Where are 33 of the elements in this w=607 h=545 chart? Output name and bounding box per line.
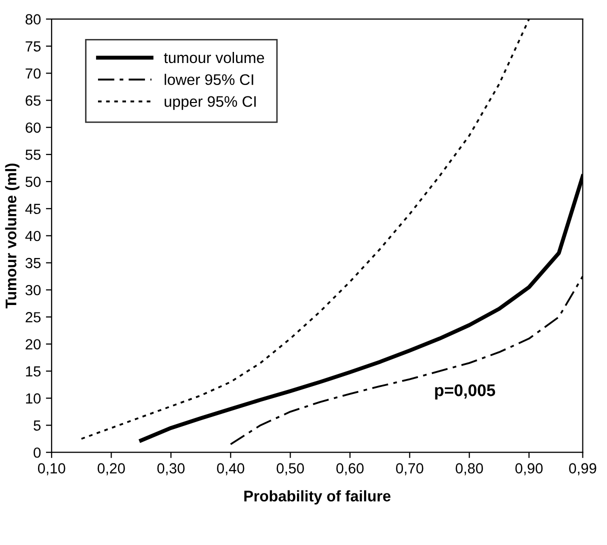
legend-label: upper 95% CI <box>164 96 256 110</box>
y-tick-label: 65 <box>26 95 41 106</box>
x-tick-label: 0,99 <box>569 463 596 476</box>
y-axis-title: Tumour volume (ml) <box>5 164 20 308</box>
y-tick-label: 20 <box>26 339 41 350</box>
x-tick-label: 0,20 <box>98 463 125 476</box>
y-tick-label: 80 <box>26 14 41 25</box>
y-tick-label: 50 <box>26 176 41 187</box>
y-tick-label: 10 <box>26 393 41 404</box>
y-tick-label: 70 <box>26 68 41 79</box>
x-tick-label: 0,40 <box>217 463 244 476</box>
x-tick-label: 0,60 <box>336 463 364 476</box>
y-tick-label: 75 <box>26 41 41 52</box>
y-tick-label: 45 <box>25 204 41 214</box>
y-tick-label: 60 <box>26 122 41 133</box>
y-tick-label: 5 <box>34 420 41 431</box>
x-tick-label: 0,30 <box>157 463 185 476</box>
legend-label: lower 95% CI <box>164 74 254 86</box>
annotation: p=0,005 <box>435 384 496 400</box>
x-tick-label: 0,50 <box>276 463 304 476</box>
y-tick-label: 25 <box>26 312 41 322</box>
x-tick-label: 0,70 <box>396 463 424 476</box>
x-axis-title: Probability of failure <box>244 490 390 504</box>
y-tick-label: 30 <box>26 284 41 296</box>
y-tick-label: 40 <box>25 230 41 242</box>
x-tick-label: 0,80 <box>456 463 483 476</box>
y-tick-label: 0 <box>34 447 41 458</box>
legend-label: tumour volume <box>164 52 264 64</box>
y-tick-label: 35 <box>26 258 41 268</box>
x-tick-label: 0,90 <box>515 463 543 476</box>
x-tick-label: 0,10 <box>38 463 66 476</box>
y-tick-label: 15 <box>26 366 41 377</box>
y-tick-label: 55 <box>26 150 41 160</box>
